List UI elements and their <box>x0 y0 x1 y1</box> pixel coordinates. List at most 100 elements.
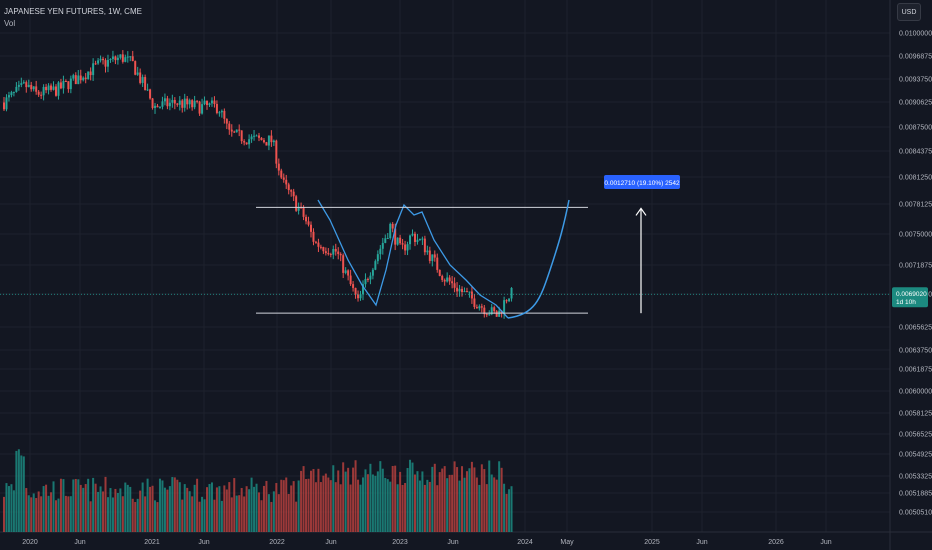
candle <box>309 224 312 232</box>
volume-bar <box>327 477 330 532</box>
volume-bar <box>114 488 117 532</box>
volume-bar <box>109 488 112 532</box>
volume-bar <box>223 485 226 532</box>
price-tick-label: 0.0056525 <box>899 432 932 439</box>
candle <box>485 314 488 316</box>
volume-bar <box>344 471 347 532</box>
volume-bar <box>300 470 303 532</box>
candle <box>371 269 374 276</box>
volume-bar <box>203 499 206 532</box>
volume-bar <box>260 500 263 532</box>
candle <box>314 241 317 243</box>
volume-bar <box>111 497 114 532</box>
currency-button[interactable]: USD <box>897 3 921 21</box>
candle <box>389 223 392 239</box>
volume-bar <box>79 484 82 532</box>
candle <box>102 58 105 61</box>
candle <box>406 244 409 251</box>
candle <box>146 89 149 91</box>
candle <box>27 84 30 88</box>
candle <box>334 248 337 252</box>
candle <box>287 184 290 191</box>
volume-bar <box>230 497 233 532</box>
volume-bar <box>446 478 449 532</box>
candle <box>111 56 114 59</box>
candle <box>223 110 226 119</box>
candle <box>470 291 473 299</box>
candle <box>366 278 369 280</box>
candle <box>253 135 256 137</box>
candle <box>7 95 10 98</box>
candle <box>381 242 384 249</box>
volume-bar <box>307 478 310 532</box>
volume-bar <box>156 502 159 532</box>
candle <box>233 131 236 133</box>
candle <box>168 102 171 107</box>
candle <box>139 72 142 83</box>
time-tick-label: 2025 <box>644 539 660 546</box>
candle <box>235 129 238 133</box>
symbol-title: JAPANESE YEN FUTURES, 1W, CME <box>4 7 142 16</box>
volume-bar <box>146 478 149 532</box>
price-tick-label: 0.0063750 <box>899 348 932 355</box>
volume-bar <box>104 476 107 532</box>
candle <box>201 104 204 114</box>
candle <box>267 135 270 146</box>
candle <box>50 85 53 90</box>
volume-bar <box>485 484 488 532</box>
candle <box>72 75 75 79</box>
volume-bar <box>329 480 332 532</box>
volume-bar <box>277 494 280 532</box>
candle <box>277 163 280 171</box>
candle <box>490 307 493 315</box>
volume-bar <box>406 468 409 532</box>
volume-bar <box>168 486 171 532</box>
candle <box>12 91 15 93</box>
candle <box>344 270 347 273</box>
measure-label-bg <box>604 175 680 189</box>
volume-bar <box>129 486 132 532</box>
time-tick-label: Jun <box>74 539 85 546</box>
time-tick-label: 2026 <box>768 539 784 546</box>
candle <box>77 75 80 85</box>
current-price-label: 0.0069020 <box>896 291 927 298</box>
volume-bar <box>488 460 491 532</box>
candle <box>218 112 221 114</box>
volume-bar <box>158 478 161 532</box>
volume-bar <box>97 491 100 532</box>
volume-bar <box>119 488 122 532</box>
volume-bar <box>493 477 496 532</box>
candle <box>5 97 8 110</box>
volume-bar <box>57 498 60 532</box>
candle <box>171 100 174 103</box>
candle <box>270 135 273 143</box>
candle <box>220 110 223 113</box>
candle <box>386 238 389 240</box>
candle <box>87 71 90 80</box>
candle <box>488 314 491 316</box>
candle <box>258 135 261 138</box>
volume-bar <box>379 461 382 532</box>
candle <box>503 300 506 314</box>
candle <box>119 54 122 58</box>
candle <box>94 63 97 65</box>
volume-bar <box>87 478 90 532</box>
volume-bar <box>433 463 436 532</box>
candle <box>67 81 70 90</box>
volume-bar <box>436 485 439 532</box>
volume-bar <box>265 480 268 532</box>
volume-bar <box>404 483 407 532</box>
candle <box>42 86 45 96</box>
volume-bar <box>253 486 256 532</box>
candle <box>468 291 471 293</box>
price-tick-label: 0.0100000 <box>899 31 932 38</box>
volume-bar <box>52 481 55 532</box>
candle <box>74 75 77 85</box>
price-tick-label: 0.0071875 <box>899 263 932 270</box>
candle <box>342 255 345 273</box>
volume-bar <box>456 467 459 532</box>
volume-bar <box>82 487 85 532</box>
candle <box>82 77 85 81</box>
volume-bar <box>389 481 392 532</box>
